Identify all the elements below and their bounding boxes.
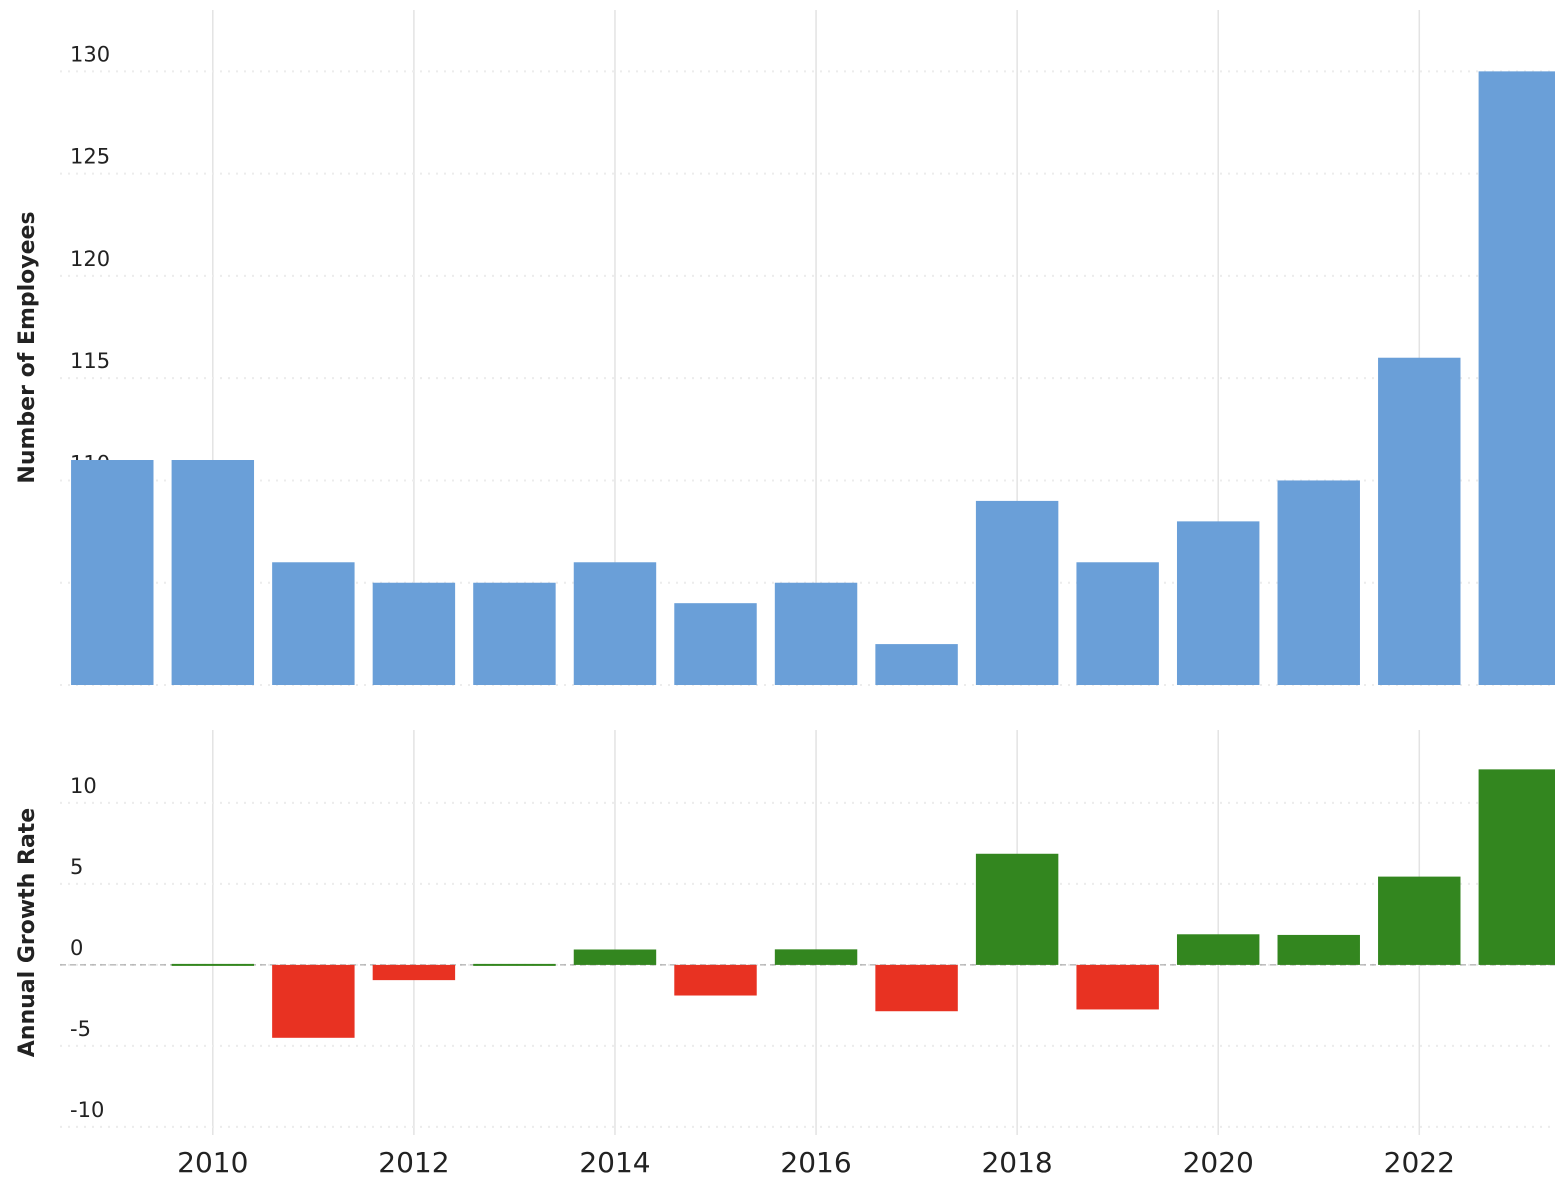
bar [1478, 71, 1555, 685]
y-tick-label: 0 [70, 936, 83, 960]
x-tick-label: 2018 [981, 1146, 1052, 1177]
y-tick-label: 120 [70, 247, 110, 271]
bar [674, 603, 757, 685]
y-tick-label: -5 [70, 1017, 91, 1041]
x-tick-label: 2022 [1384, 1146, 1455, 1177]
bar [573, 562, 657, 685]
bar [473, 963, 556, 966]
bar [975, 853, 1059, 965]
bar [875, 644, 958, 685]
bar [1277, 480, 1360, 685]
bar [1176, 521, 1260, 685]
bar [372, 964, 456, 981]
bar [71, 460, 154, 685]
x-tick-label: 2016 [780, 1146, 851, 1177]
y-tick-label: 130 [70, 42, 110, 66]
bar [975, 500, 1059, 685]
bar [875, 964, 958, 1012]
bar [674, 964, 757, 996]
bar [573, 949, 657, 965]
y-axis-title: Number of Employees [15, 211, 40, 483]
bar [1076, 964, 1159, 1010]
x-tick-label: 2020 [1183, 1146, 1254, 1177]
x-tick-label: 2014 [579, 1146, 650, 1177]
bar [272, 562, 355, 685]
x-tick-label: 2010 [177, 1146, 248, 1177]
bar [774, 949, 858, 965]
y-tick-label: -10 [70, 1098, 104, 1122]
bar [1378, 357, 1461, 685]
y-tick-label: 5 [70, 855, 83, 879]
bar [1277, 934, 1360, 965]
bar [774, 582, 858, 685]
bar [1176, 934, 1260, 965]
y-axis-title: Annual Growth Rate [15, 808, 40, 1057]
bar [171, 963, 255, 966]
bar [1076, 562, 1159, 685]
bar [272, 964, 355, 1038]
bar [473, 582, 556, 685]
bar [1478, 769, 1555, 965]
y-tick-label: 125 [70, 145, 110, 169]
y-tick-label: 10 [70, 774, 97, 798]
y-tick-label: 115 [70, 349, 110, 373]
bar [372, 582, 456, 685]
x-tick-label: 2012 [378, 1146, 449, 1177]
bar [171, 460, 255, 685]
bar [1378, 876, 1461, 965]
